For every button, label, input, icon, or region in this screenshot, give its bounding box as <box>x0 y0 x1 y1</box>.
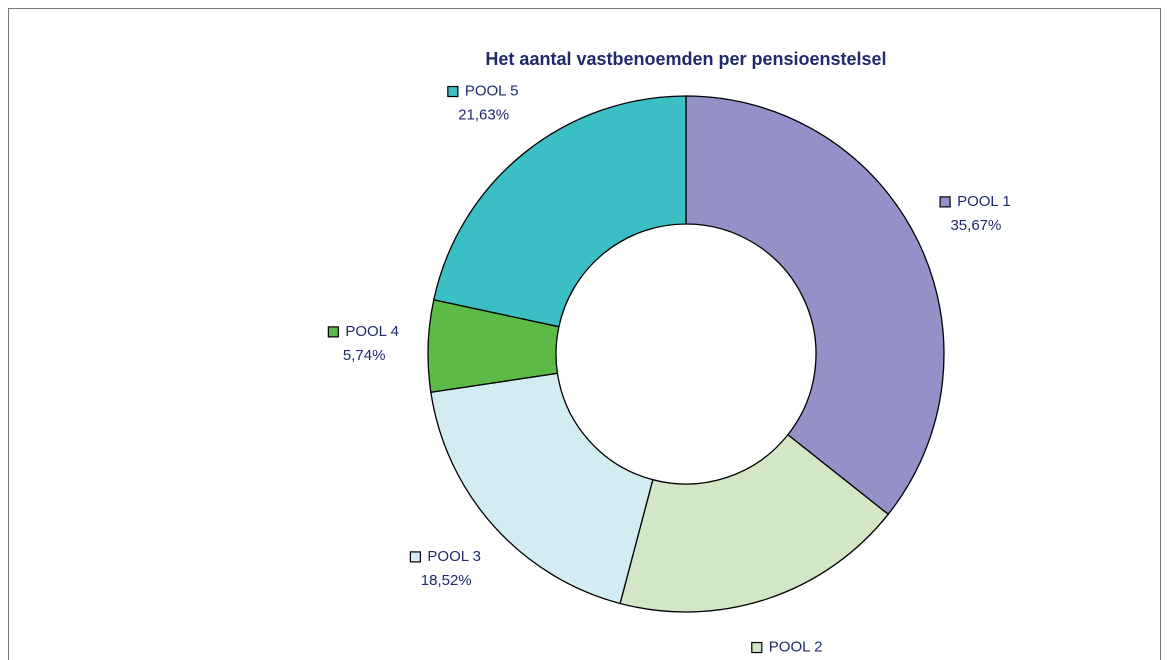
donut-slice <box>685 95 945 516</box>
legend-swatch <box>327 326 339 338</box>
chart-title: Het aantal vastbenoemden per pensioenste… <box>485 49 886 69</box>
legend-swatch <box>751 641 763 654</box>
slice-label: POOL 3 <box>427 548 481 565</box>
slice-value-label: 18,52% <box>421 572 472 589</box>
slice-label: POOL 4 <box>345 323 399 340</box>
chart-frame <box>8 8 1161 660</box>
donut-slice <box>432 95 687 328</box>
slice-value-label: 35,67% <box>950 217 1001 234</box>
slice-label: POOL 5 <box>465 82 519 99</box>
legend-swatch <box>939 196 951 208</box>
donut-slice <box>619 433 890 613</box>
slice-label: POOL 2 <box>769 639 823 656</box>
legend-swatch <box>409 551 421 563</box>
slice-label: POOL 1 <box>957 193 1011 210</box>
legend-swatch <box>447 85 459 98</box>
slice-value-label: 5,74% <box>343 347 386 364</box>
slice-value-label: 21,63% <box>458 106 509 123</box>
donut-slice <box>430 372 654 605</box>
